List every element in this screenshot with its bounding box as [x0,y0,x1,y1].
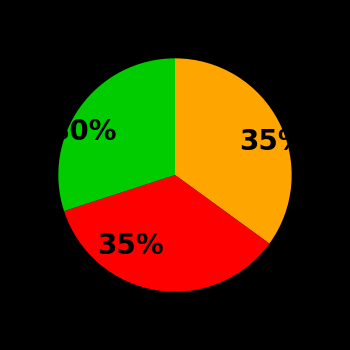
Text: 35%: 35% [239,128,306,156]
Text: 30%: 30% [50,119,117,147]
Text: 35%: 35% [97,232,164,260]
Wedge shape [58,58,175,211]
Wedge shape [175,58,292,244]
Wedge shape [64,175,270,292]
